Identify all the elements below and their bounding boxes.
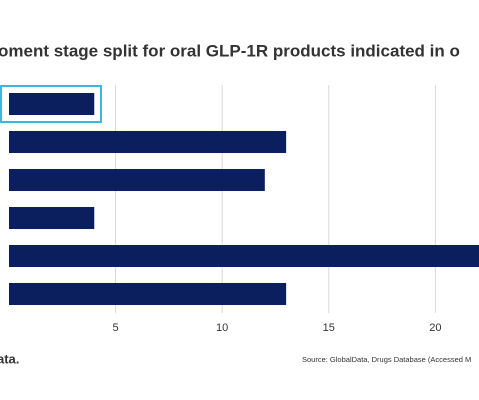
source-note: Source: GlobalData, Drugs Database (Acce… <box>302 355 471 364</box>
bar <box>9 245 479 267</box>
highlight-box <box>0 85 102 123</box>
x-tick-label: 15 <box>323 322 335 334</box>
bar <box>9 169 265 191</box>
logo: ata. <box>0 351 19 366</box>
x-tick-label: 20 <box>429 322 441 334</box>
chart-title: oment stage split for oral GLP-1R produc… <box>0 41 460 60</box>
x-tick-label: 5 <box>113 322 119 334</box>
bar <box>9 283 287 305</box>
bar <box>9 93 95 115</box>
bar <box>9 131 287 153</box>
bar <box>9 207 95 229</box>
x-tick-label: 10 <box>216 322 228 334</box>
